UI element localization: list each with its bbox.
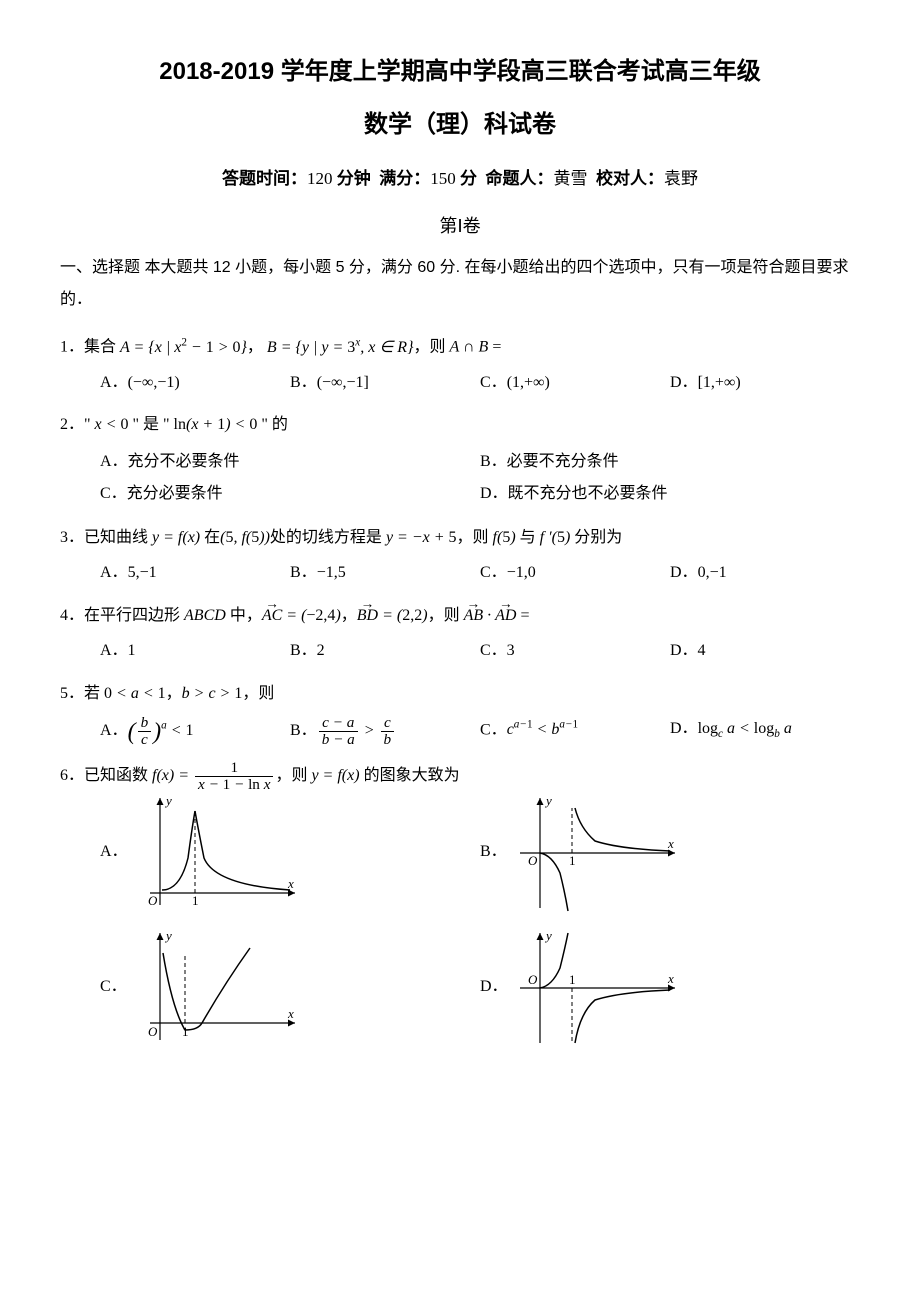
score-label: 满分： [379,169,430,188]
q6-choice-a-label: A． [100,838,130,867]
q6-num: 6． [60,767,84,784]
graph-d: O 1 x y [510,928,680,1048]
graph-b: O 1 x y [510,793,680,913]
q3-post: 分别为 [570,529,622,546]
q5-pre: 若 [84,685,104,702]
q5-choice-a: A．(bc)a < 1 [100,715,290,748]
q2-pre: " [84,416,95,433]
q6-post: 的图象大致为 [360,767,460,784]
q3-pre: 已知曲线 [84,529,152,546]
question-1: 1．集合 A = {x | x2 − 1 > 0}， B = {y | y = … [60,331,860,397]
graph-c: O 1 x y [130,928,300,1048]
exam-meta: 答题时间：120 分钟 满分：150 分 命题人：黄雪 校对人：袁野 [60,164,860,195]
svg-text:x: x [287,876,294,891]
q2-mid: " 是 " [128,416,173,433]
svg-text:1: 1 [569,853,576,868]
time-value: 120 [307,169,333,188]
graph-a: O 1 x y [130,793,300,913]
score-value: 150 [430,169,456,188]
q4-mid1: 中， [226,607,262,624]
q5-num: 5． [60,685,84,702]
q3-choice-d: D．0,−1 [670,559,860,588]
q1-post: ，则 [413,339,449,356]
q1-choice-a: A．(−∞,−1) [100,369,290,398]
q4-num: 4． [60,607,84,624]
svg-text:O: O [148,1024,158,1039]
question-2: 2．" x < 0 " 是 " ln(x + 1) < 0 " 的 A．充分不必… [60,409,860,510]
q4-mid3: ，则 [428,607,464,624]
q4-choice-a: A．1 [100,637,290,666]
q5-choice-b: B．c − ab − a > cb [290,715,480,748]
q2-choice-d: D．既不充分也不必要条件 [480,478,860,510]
q3-mid2: 处的切线方程是 [270,529,386,546]
q4-choice-c: C．3 [480,637,670,666]
time-unit: 分钟 [337,169,371,188]
author-value: 黄雪 [554,169,588,188]
svg-text:x: x [667,971,674,986]
time-label: 答题时间： [222,169,307,188]
svg-text:1: 1 [182,1024,189,1039]
title-line2: 数学（理）科试卷 [60,103,860,146]
q1-num: 1． [60,339,84,356]
q6-choice-d-label: D． [480,973,510,1002]
question-4: 4．在平行四边形 ABCD 中，AC = (−2,4)，BD = (2,2)，则… [60,600,860,666]
q3-num: 3． [60,529,84,546]
q4-choice-b: B．2 [290,637,480,666]
q5-mid: ， [166,685,182,702]
q2-choice-a: A．充分不必要条件 [100,446,480,478]
svg-text:x: x [287,1006,294,1021]
q4-mid2: ， [341,607,357,624]
q4-pre: 在平行四边形 [84,607,184,624]
q3-choice-a: A．5,−1 [100,559,290,588]
q1-choice-d: D．[1,+∞) [670,369,860,398]
q3-choice-c: C．−1,0 [480,559,670,588]
svg-text:1: 1 [569,972,576,987]
q6-pre: 已知函数 [84,767,152,784]
svg-text:1: 1 [192,893,199,908]
q1-choice-b: B．(−∞,−1] [290,369,480,398]
author-label: 命题人： [486,169,554,188]
section-instructions: 一、选择题 本大题共 12 小题，每小题 5 分，满分 60 分. 在每小题给出… [60,252,860,316]
svg-text:y: y [544,793,552,808]
q1-pre: 集合 [84,339,120,356]
q5-choice-d: D．logc a < logb a [670,715,860,748]
question-6: 6．已知函数 f(x) = 1x − 1 − ln x，则 y = f(x) 的… [60,760,860,1048]
question-5: 5．若 0 < a < 1，b > c > 1，则 A．(bc)a < 1 B．… [60,678,860,748]
q3-mid3: ，则 [457,529,493,546]
q3-mid4: 与 [516,529,540,546]
svg-text:x: x [667,836,674,851]
q2-num: 2． [60,416,84,433]
reviewer-value: 袁野 [664,169,698,188]
svg-text:O: O [528,972,538,987]
q6-mid: ，则 [275,767,311,784]
q2-post: " 的 [257,416,288,433]
q2-choice-b: B．必要不充分条件 [480,446,860,478]
q3-choice-b: B．−1,5 [290,559,480,588]
title-line1: 2018-2019 学年度上学期高中学段高三联合考试高三年级 [60,50,860,93]
q2-choice-c: C．充分必要条件 [100,478,480,510]
svg-text:O: O [528,853,538,868]
svg-text:y: y [544,928,552,943]
q5-choice-c: C．ca−1 < ba−1 [480,715,670,748]
svg-text:O: O [148,893,158,908]
svg-text:y: y [164,793,172,808]
q4-choice-d: D．4 [670,637,860,666]
q4-eq: = [516,607,529,624]
q1-choice-c: C．(1,+∞) [480,369,670,398]
svg-text:y: y [164,928,172,943]
q6-choice-b-label: B． [480,838,510,867]
question-3: 3．已知曲线 y = f(x) 在(5, f(5))处的切线方程是 y = −x… [60,522,860,588]
section-label: 第Ⅰ卷 [60,210,860,242]
q5-post: ，则 [242,685,274,702]
reviewer-label: 校对人： [596,169,664,188]
q3-mid1: 在 [200,529,220,546]
score-unit: 分 [460,169,477,188]
q6-choice-c-label: C． [100,973,130,1002]
q1-eq: = [488,339,501,356]
